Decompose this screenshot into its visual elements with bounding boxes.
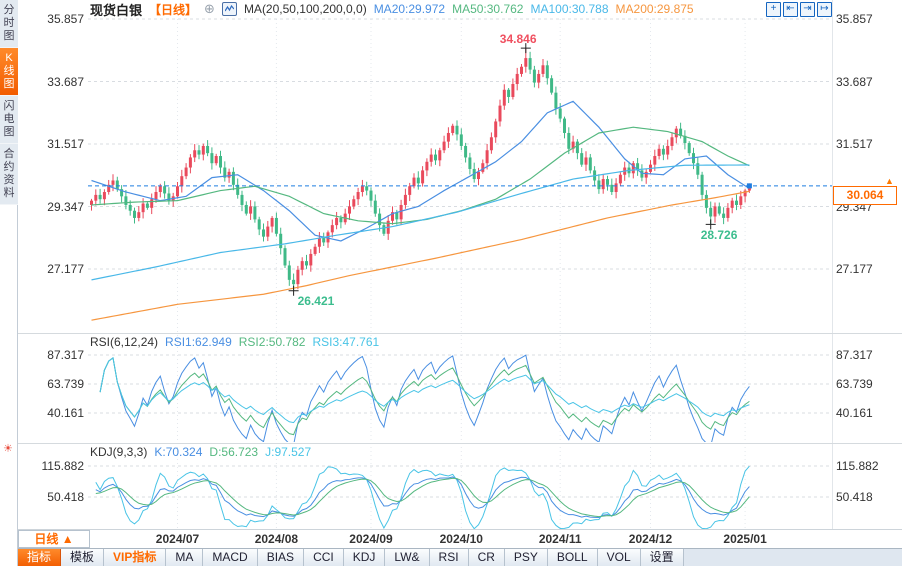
toolbar-tab-macd[interactable]: MACD — [203, 549, 258, 566]
toolbar-tab-settings[interactable]: 设置 — [640, 549, 684, 566]
toolbar-tab-rsi[interactable]: RSI — [429, 549, 469, 566]
axis-label: 35.857 — [836, 12, 873, 26]
toolbar-tab-ma[interactable]: MA — [166, 549, 204, 566]
toolbar-tab-lwr[interactable]: LW& — [385, 549, 430, 566]
price-marker-triangle: ▲ — [885, 175, 894, 186]
rsi-panel-header: RSI(6,12,24) RSI1:62.949 RSI2:50.782 RSI… — [90, 334, 379, 350]
axis-label: 40.161 — [47, 406, 84, 420]
axis-label: 27.177 — [47, 261, 84, 276]
x-axis-month-label: 2024/09 — [349, 532, 393, 546]
indicator-chart-icon[interactable] — [221, 2, 237, 16]
toolbar-tab-template[interactable]: 模板 — [61, 549, 105, 566]
add-indicator-icon[interactable]: ⊕ — [204, 1, 215, 16]
period-selector-button[interactable]: 日线 ▲ — [18, 530, 90, 548]
ma20-value: MA20:29.972 — [373, 2, 446, 16]
x-axis-row: 日线 ▲ 2024/07 2024/08 2024/09 2024/10 2024/11… — [18, 529, 902, 548]
toolbar-tab-cr[interactable]: CR — [468, 549, 505, 566]
symbol-name: 现货白银 — [90, 2, 143, 18]
kdj-title: KDJ(9,3,3) — [90, 445, 148, 459]
rsi3-value: RSI3:47.761 — [312, 335, 380, 349]
ma50-value: MA50:30.762 — [452, 2, 524, 16]
sidebar-tab-kline[interactable]: K线图 — [0, 48, 18, 96]
rsi1-value: RSI1:62.949 — [165, 335, 232, 349]
chart-tool-icons: + ⇤ ⇥ ↦ — [766, 2, 832, 17]
axis-label: 27.177 — [836, 261, 873, 276]
axis-label: 50.418 — [47, 490, 84, 504]
crosshair-tool-icon[interactable]: + — [766, 2, 781, 17]
axis-label: 33.687 — [47, 74, 84, 89]
x-axis-month-label: 2024/12 — [628, 532, 673, 546]
compress-left-icon[interactable]: ⇤ — [783, 2, 798, 17]
price-extreme-label: 28.726 — [700, 228, 738, 243]
axis-label: 87.317 — [47, 347, 84, 362]
current-price-box: 30.064 — [833, 185, 897, 205]
x-axis-month-label: 2024/10 — [439, 532, 483, 546]
toolbar-tab-indicator[interactable]: 指标 — [18, 549, 62, 566]
toolbar-tab-boll[interactable]: BOLL — [547, 549, 598, 566]
compress-right-icon[interactable]: ⇥ — [800, 2, 815, 17]
axis-label: 115.882 — [41, 458, 85, 473]
axis-label: 115.882 — [836, 458, 879, 473]
toolbar-tab-vol[interactable]: VOL — [597, 549, 641, 566]
axis-label: 50.418 — [836, 490, 873, 504]
left-sidebar: 分时图 K线图 闪电图 合约资料 ☀ — [0, 0, 18, 566]
x-axis-month-label: 2025/01 — [723, 532, 767, 546]
x-axis-month-label: 2024/08 — [254, 532, 299, 546]
axis-label: 87.317 — [836, 347, 873, 362]
main-panel-header: 现货白银 【日线】 ⊕ MA(20,50,100,200,0,0) MA20:2… — [90, 1, 694, 18]
axis-label: 31.517 — [47, 137, 84, 151]
pan-right-icon[interactable]: ↦ — [817, 2, 832, 17]
kdj-j-value: J:97.527 — [265, 445, 312, 459]
panel-separator — [18, 443, 902, 444]
sidebar-tab-lightning[interactable]: 闪电图 — [0, 96, 18, 144]
ma-settings-label: MA(20,50,100,200,0,0) — [243, 2, 367, 16]
rsi-title: RSI(6,12,24) — [90, 335, 159, 349]
axis-label: 33.687 — [836, 74, 873, 89]
toolbar-tab-vip-indicator[interactable]: VIP指标 — [104, 549, 167, 566]
kdj-panel-header: KDJ(9,3,3) K:70.324 D:56.723 J:97.527 — [90, 444, 311, 460]
price-extreme-label: 34.846 — [499, 32, 537, 47]
indicator-toolbar: 指标 模板 VIP指标 MA MACD BIAS CCI KDJ LW& RSI… — [18, 548, 902, 566]
ma200-value: MA200:29.875 — [615, 2, 694, 16]
sidebar-tab-contract-info[interactable]: 合约资料 — [0, 144, 18, 205]
ma100-value: MA100:30.788 — [530, 2, 609, 16]
axis-label: 63.739 — [47, 377, 84, 391]
price-extreme-label: 26.421 — [297, 293, 335, 308]
kdj-k-value: K:70.324 — [154, 445, 203, 459]
rsi2-value: RSI2:50.782 — [238, 335, 306, 349]
x-axis-month-label: 2024/07 — [155, 532, 200, 546]
axis-label: 29.347 — [47, 199, 84, 214]
axis-label: 31.517 — [836, 137, 873, 151]
axis-label: 40.161 — [836, 406, 873, 420]
toolbar-tab-cci[interactable]: CCI — [304, 549, 344, 566]
toolbar-tab-bias[interactable]: BIAS — [257, 549, 305, 566]
toolbar-tab-psy[interactable]: PSY — [504, 549, 548, 566]
axis-label: 63.739 — [836, 377, 873, 391]
sidebar-tab-timeshare[interactable]: 分时图 — [0, 0, 18, 48]
panel-separator — [18, 333, 902, 334]
right-axis-divider — [832, 0, 833, 529]
sun-icon[interactable]: ☀ — [3, 443, 13, 455]
x-axis-month-label: 2024/11 — [538, 532, 582, 546]
axis-label: 35.857 — [47, 12, 84, 26]
kdj-d-value: D:56.723 — [209, 445, 259, 459]
toolbar-tab-kdj[interactable]: KDJ — [343, 549, 386, 566]
period-label: 【日线】 — [149, 2, 198, 17]
